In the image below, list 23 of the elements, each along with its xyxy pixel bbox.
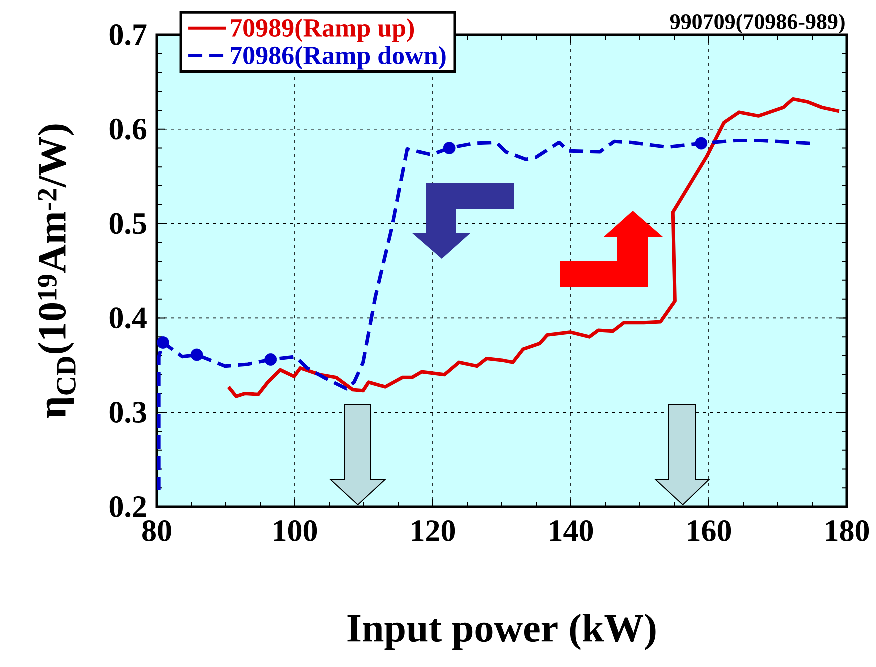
point bbox=[157, 336, 170, 349]
y-tick-label: 0.5 bbox=[110, 213, 146, 234]
x-tick-label: 160 bbox=[688, 520, 732, 542]
legend-label: 70989(Ramp up) bbox=[231, 18, 414, 42]
y-tick-label: 0.3 bbox=[110, 402, 146, 424]
text: 990709(70986-989) bbox=[670, 14, 845, 34]
y-tick-label: 0.7 bbox=[110, 24, 147, 46]
x-tick-label: 100 bbox=[274, 520, 318, 542]
point bbox=[443, 142, 456, 154]
line-series bbox=[227, 97, 842, 398]
point bbox=[190, 348, 204, 362]
legend-label: 70986(Ramp down) bbox=[231, 46, 446, 70]
point bbox=[264, 354, 278, 366]
y-tick-label: 0.6 bbox=[110, 118, 147, 140]
y-axis-title: η$_{CD}$(10$^{19}$Am$^{-2}$/W) bbox=[38, 124, 76, 418]
x-axis-title: Input power (kW) bbox=[348, 614, 656, 650]
y-tick-label: 0.4 bbox=[110, 308, 147, 329]
x-tick-label: 140 bbox=[550, 520, 594, 542]
y-tick-label: 0.2 bbox=[110, 496, 146, 518]
x-tick-label: 180 bbox=[826, 520, 870, 542]
x-tick-label: 120 bbox=[412, 520, 456, 542]
x-tick-label: 80 bbox=[142, 520, 172, 542]
point bbox=[695, 137, 708, 150]
